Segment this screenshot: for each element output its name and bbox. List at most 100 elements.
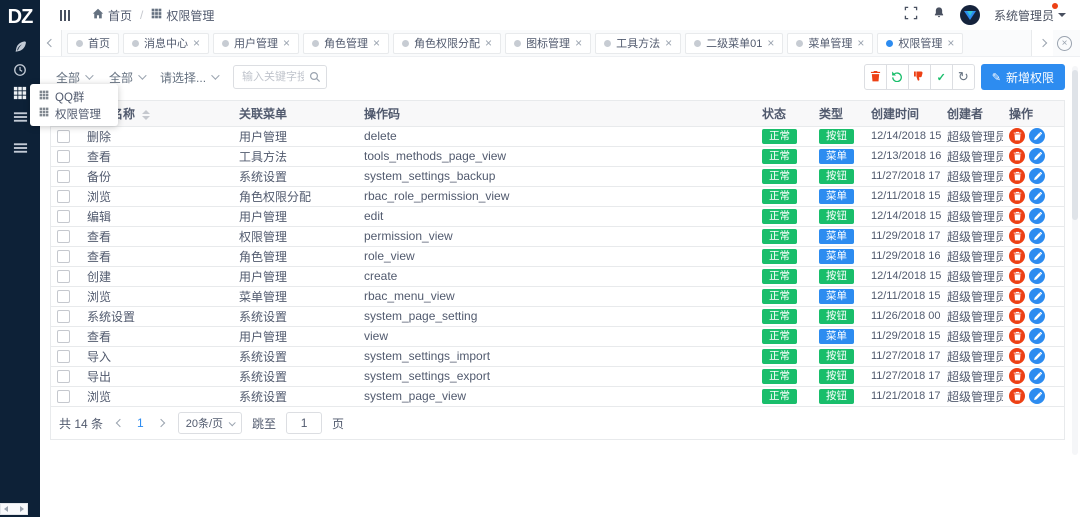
tabs-scroll-right-button[interactable] [1031, 30, 1053, 56]
tab-close-icon[interactable]: × [575, 36, 583, 50]
filter-select-first[interactable]: 全部 [56, 69, 94, 86]
breadcrumb-current[interactable]: 权限管理 [151, 7, 214, 24]
page-number[interactable]: 1 [137, 416, 144, 430]
row-edit-button[interactable] [1029, 288, 1045, 304]
row-delete-button[interactable] [1009, 348, 1025, 364]
row-edit-button[interactable] [1029, 328, 1045, 344]
row-checkbox[interactable] [57, 370, 70, 384]
row-edit-button[interactable] [1029, 268, 1045, 284]
row-delete-button[interactable] [1009, 328, 1025, 344]
row-checkbox[interactable] [57, 310, 70, 324]
row-created-time: 11/26/2018 00:0... [865, 305, 941, 326]
row-delete-button[interactable] [1009, 188, 1025, 204]
tab-5[interactable]: 图标管理 × [505, 32, 592, 54]
row-edit-button[interactable] [1029, 368, 1045, 384]
row-checkbox[interactable] [57, 350, 70, 364]
tab-7[interactable]: 二级菜单01 × [685, 32, 784, 54]
tab-close-icon[interactable]: × [283, 36, 291, 50]
user-menu[interactable]: 系统管理员 [994, 2, 1066, 24]
tab-6[interactable]: 工具方法 × [595, 32, 682, 54]
row-checkbox[interactable] [57, 130, 70, 144]
submenu-item-0[interactable]: QQ群 [30, 88, 118, 105]
row-edit-button[interactable] [1029, 208, 1045, 224]
tab-close-icon[interactable]: × [767, 36, 775, 50]
horizontal-scroll-corner[interactable] [0, 503, 28, 515]
sort-icon[interactable] [142, 109, 151, 120]
prev-page-button[interactable] [113, 413, 127, 433]
row-delete-button[interactable] [1009, 368, 1025, 384]
row-delete-button[interactable] [1009, 248, 1025, 264]
tab-3[interactable]: 角色管理 × [303, 32, 390, 54]
tab-close-icon[interactable]: × [665, 36, 673, 50]
row-code: tools_methods_page_view [358, 145, 756, 166]
fullscreen-icon[interactable] [904, 6, 918, 25]
row-checkbox[interactable] [57, 330, 70, 344]
row-edit-button[interactable] [1029, 148, 1045, 164]
row-delete-button[interactable] [1009, 228, 1025, 244]
row-edit-button[interactable] [1029, 348, 1045, 364]
search-icon[interactable] [309, 70, 321, 88]
tab-close-icon[interactable]: × [373, 36, 381, 50]
sidebar-item-clock[interactable] [0, 64, 40, 81]
row-checkbox[interactable] [57, 250, 70, 264]
enable-button[interactable]: ✓ [929, 64, 953, 90]
clock-icon [13, 63, 27, 82]
tab-close-icon[interactable]: × [193, 36, 201, 50]
row-edit-button[interactable] [1029, 248, 1045, 264]
close-all-tabs-icon[interactable]: × [1057, 35, 1072, 51]
filter-select-status[interactable]: 全部 [109, 69, 147, 86]
row-edit-button[interactable] [1029, 188, 1045, 204]
row-checkbox[interactable] [57, 270, 70, 284]
row-delete-button[interactable] [1009, 128, 1025, 144]
row-checkbox[interactable] [57, 230, 70, 244]
row-edit-button[interactable] [1029, 168, 1045, 184]
sidebar-collapse-icon[interactable] [60, 9, 70, 21]
breadcrumb-home[interactable]: 首页 [92, 7, 132, 24]
jump-page-input[interactable] [286, 412, 323, 434]
tab-9[interactable]: 权限管理 × [877, 32, 964, 54]
disable-button[interactable] [907, 64, 931, 90]
tab-8[interactable]: 菜单管理 × [787, 32, 874, 54]
submenu-item-1[interactable]: 权限管理 [30, 105, 118, 122]
sidebar-item-feather[interactable] [0, 41, 40, 58]
sidebar-item-list-2[interactable] [0, 141, 40, 158]
tab-1[interactable]: 消息中心 × [123, 32, 210, 54]
sidebar-item-list[interactable] [0, 110, 40, 127]
row-checkbox[interactable] [57, 170, 70, 184]
row-checkbox[interactable] [57, 190, 70, 204]
avatar[interactable] [959, 5, 980, 25]
tab-close-icon[interactable]: × [857, 36, 865, 50]
row-delete-button[interactable] [1009, 168, 1025, 184]
tabs-scroll-left-button[interactable] [40, 30, 62, 56]
row-edit-button[interactable] [1029, 128, 1045, 144]
row-delete-button[interactable] [1009, 288, 1025, 304]
row-delete-button[interactable] [1009, 208, 1025, 224]
restore-button[interactable] [885, 64, 909, 90]
add-permission-button[interactable]: ✎ 新增权限 [980, 64, 1065, 90]
row-checkbox[interactable] [57, 150, 70, 164]
tab-4[interactable]: 角色权限分配 × [393, 32, 502, 54]
row-delete-button[interactable] [1009, 388, 1025, 405]
row-edit-button[interactable] [1029, 308, 1045, 324]
row-checkbox[interactable] [57, 210, 70, 224]
row-edit-button[interactable] [1029, 228, 1045, 244]
next-page-button[interactable] [154, 413, 168, 433]
row-edit-button[interactable] [1029, 388, 1045, 405]
refresh-button[interactable]: ↻ [951, 64, 975, 90]
sidebar-item-grid[interactable] [0, 86, 40, 104]
row-delete-button[interactable] [1009, 148, 1025, 164]
search-input[interactable] [233, 65, 328, 89]
row-checkbox[interactable] [57, 290, 70, 304]
tab-close-icon[interactable]: × [947, 36, 955, 50]
row-delete-button[interactable] [1009, 268, 1025, 284]
bell-icon[interactable] [932, 6, 946, 25]
page-size-select[interactable]: 20条/页 [177, 412, 243, 434]
row-checkbox[interactable] [57, 390, 70, 404]
row-delete-button[interactable] [1009, 308, 1025, 324]
tab-2[interactable]: 用户管理 × [213, 32, 300, 54]
tab-0[interactable]: 首页 [67, 32, 119, 54]
filter-select-menu[interactable]: 请选择... [160, 69, 220, 86]
vertical-scrollbar[interactable] [1072, 66, 1078, 455]
tab-close-icon[interactable]: × [485, 36, 493, 50]
delete-selected-button[interactable] [863, 64, 887, 90]
